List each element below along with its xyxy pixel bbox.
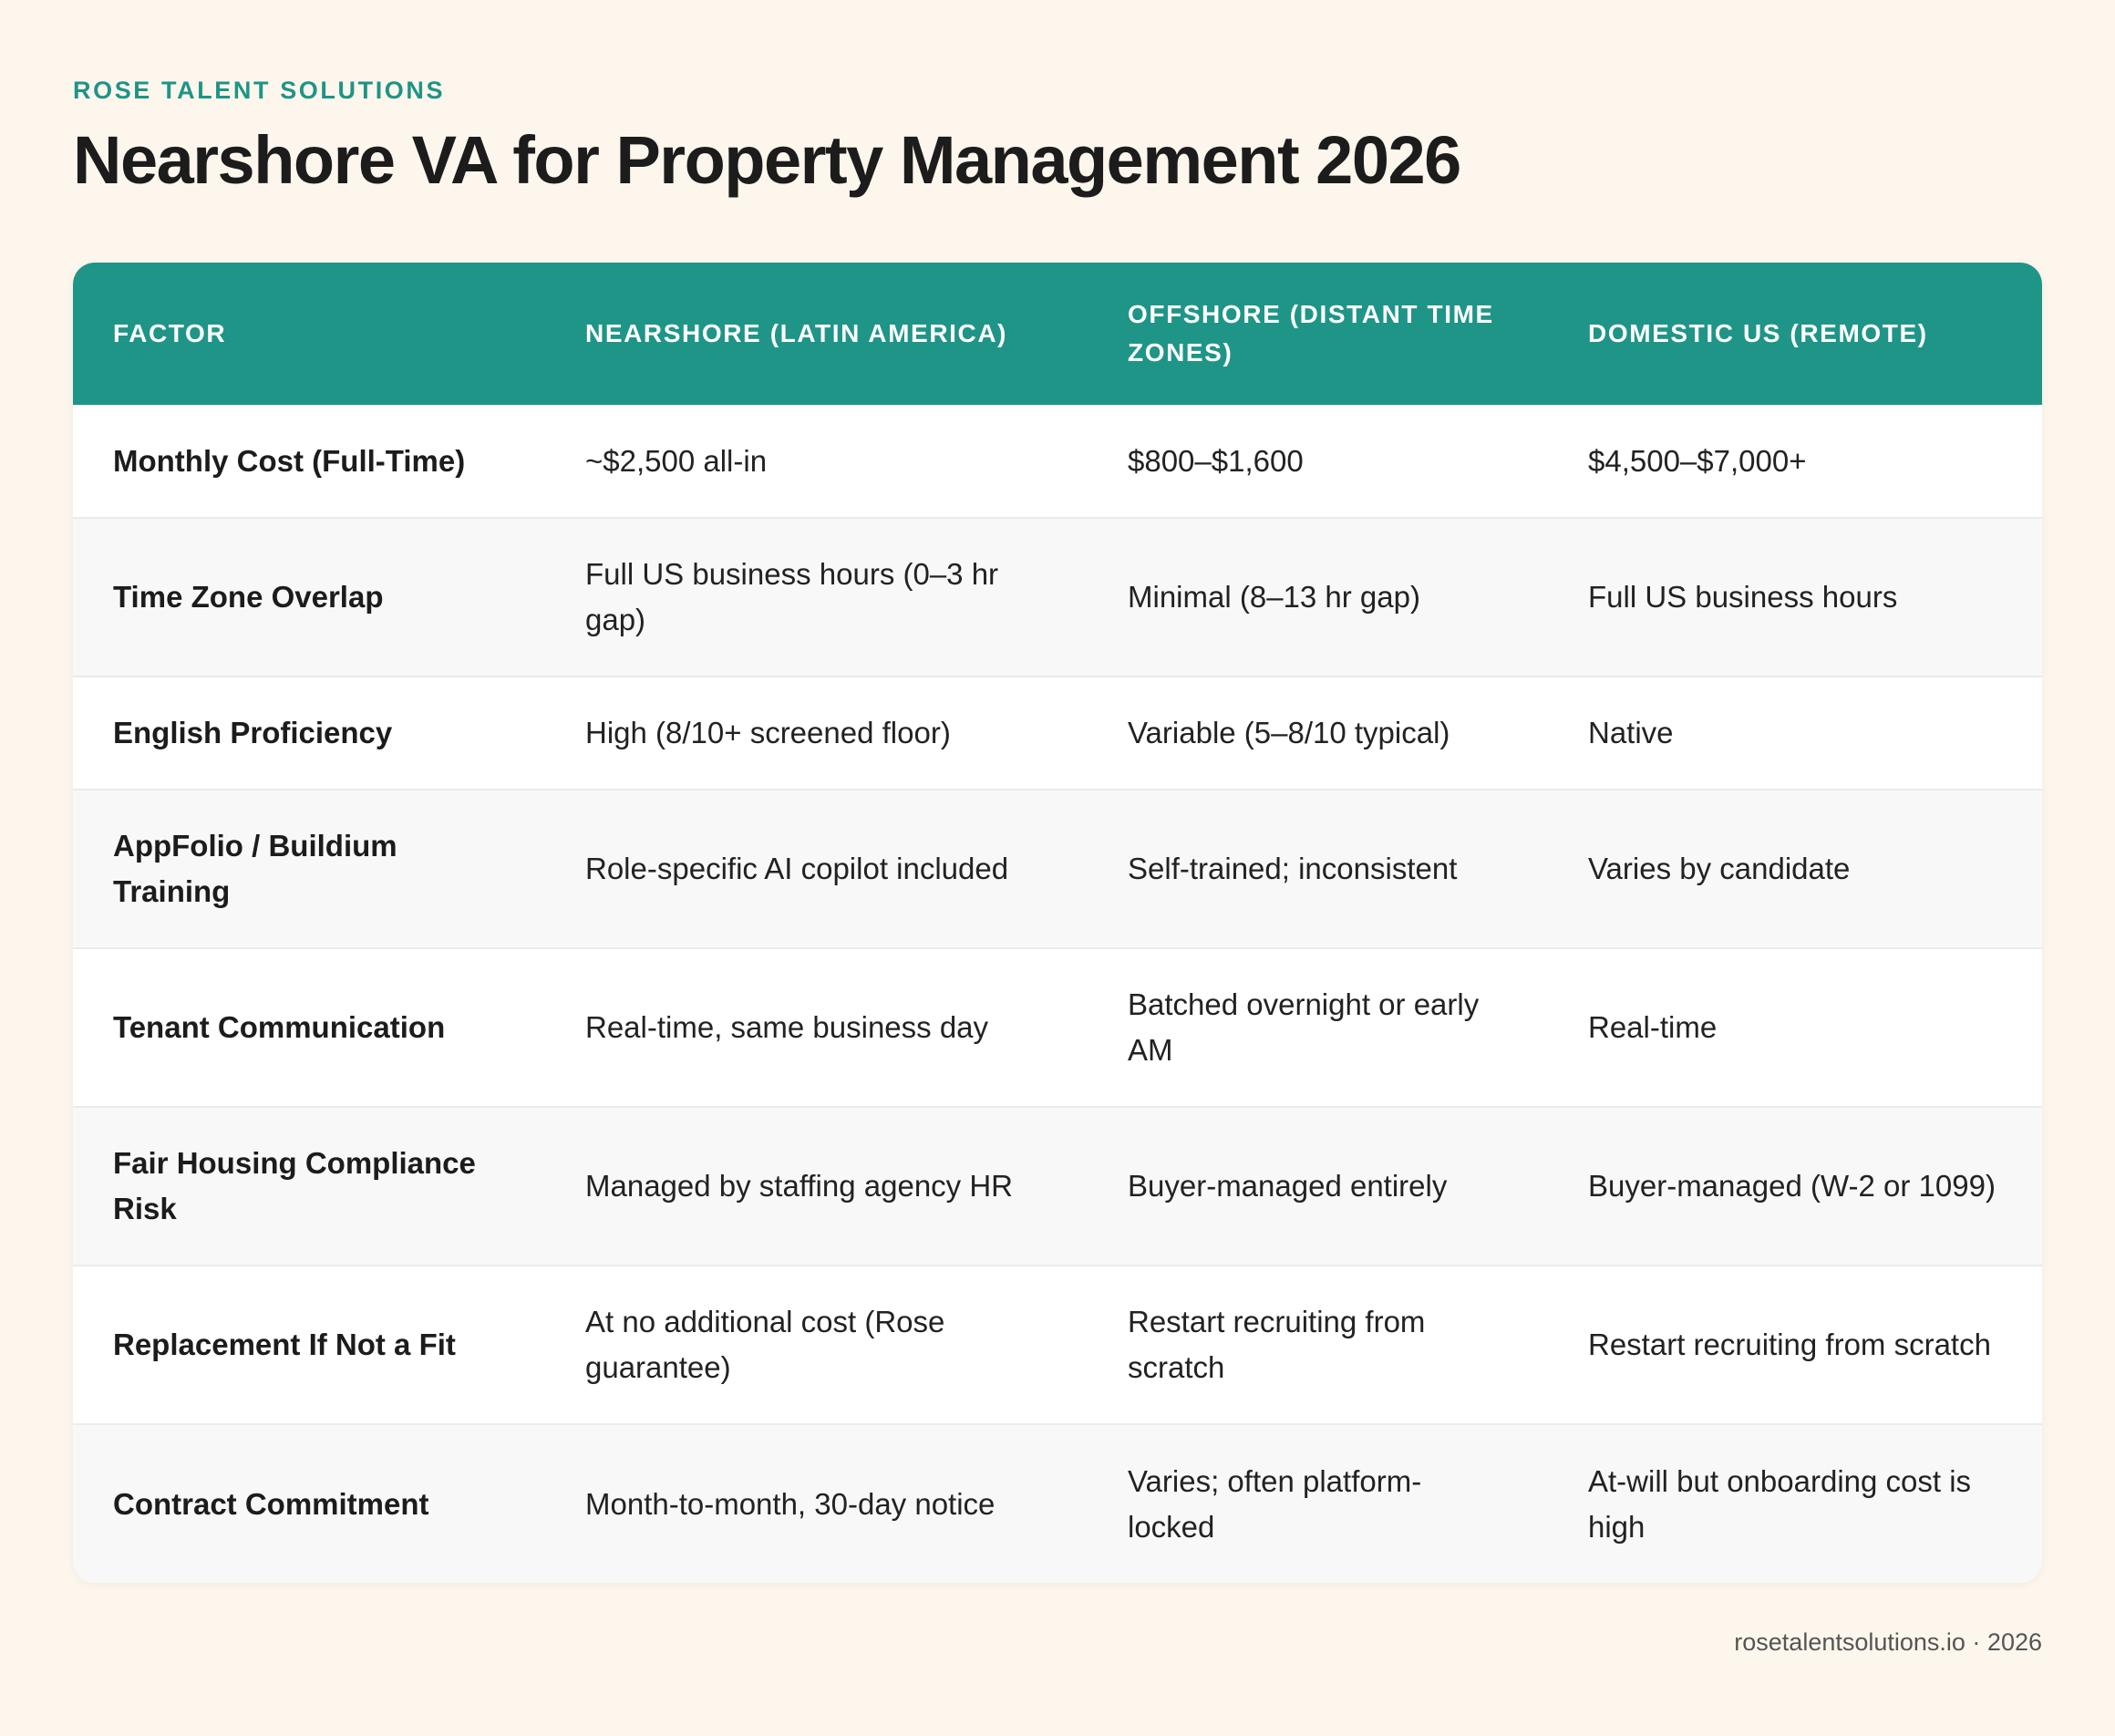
nearshore-cell: High (8/10+ screened floor) — [545, 676, 1088, 790]
table-row: Tenant Communication Real-time, same bus… — [73, 947, 2042, 1107]
offshore-cell: Buyer-managed entirely — [1088, 1106, 1548, 1266]
table-row: Fair Housing Compliance Risk Managed by … — [73, 1106, 2042, 1266]
table-row: Contract Commitment Month-to-month, 30-d… — [73, 1423, 2042, 1583]
factor-cell: Contract Commitment — [73, 1423, 545, 1583]
nearshore-cell: Full US business hours (0–3 hr gap) — [545, 517, 1088, 677]
domestic-cell: Real-time — [1548, 947, 2042, 1107]
offshore-cell: $800–$1,600 — [1128, 443, 1304, 478]
header-domestic: DOMESTIC US (REMOTE) — [1588, 319, 1928, 347]
domestic-cell: Full US business hours — [1548, 517, 2042, 677]
offshore-cell: Varies; often platform-locked — [1088, 1423, 1548, 1583]
factor-cell: AppFolio / Buildium Training — [73, 789, 545, 948]
brand-label: ROSE TALENT SOLUTIONS — [73, 77, 446, 104]
nearshore-cell: Role-specific AI copilot included — [545, 789, 1088, 948]
table-header-row: FACTOR NEARSHORE (LATIN AMERICA) OFFSHOR… — [73, 263, 2042, 405]
factor-cell: Tenant Communication — [73, 947, 545, 1107]
nearshore-cell: Real-time, same business day — [545, 947, 1088, 1107]
table-row: AppFolio / Buildium Training Role-specif… — [73, 789, 2042, 948]
offshore-cell: Minimal (8–13 hr gap) — [1088, 517, 1548, 677]
table-row: Replacement If Not a Fit At no additiona… — [73, 1265, 2042, 1424]
domestic-cell: Restart recruiting from scratch — [1548, 1265, 2042, 1424]
factor-cell: Replacement If Not a Fit — [73, 1265, 545, 1424]
factor-cell: English Proficiency — [73, 676, 545, 790]
nearshore-cell: Managed by staffing agency HR — [545, 1106, 1088, 1266]
table-row: English Proficiency High (8/10+ screened… — [73, 676, 2042, 790]
comparison-table: FACTOR NEARSHORE (LATIN AMERICA) OFFSHOR… — [73, 263, 2042, 1583]
domestic-cell: Varies by candidate — [1548, 789, 2042, 948]
domestic-cell: Native — [1548, 676, 2042, 790]
nearshore-cell: At no additional cost (Rose guarantee) — [545, 1265, 1088, 1424]
factor-cell: Monthly Cost (Full-Time) — [113, 443, 466, 478]
comparison-table-card: FACTOR NEARSHORE (LATIN AMERICA) OFFSHOR… — [73, 263, 2042, 1583]
nearshore-cell: ~$2,500 all-in — [585, 443, 768, 478]
nearshore-cell: Month-to-month, 30-day notice — [545, 1423, 1088, 1583]
footer-credit: rosetalentsolutions.io · 2026 — [1734, 1628, 2042, 1656]
header-offshore: OFFSHORE (DISTANT TIME ZONES) — [1128, 300, 1494, 367]
domestic-cell: Buyer-managed (W-2 or 1099) — [1548, 1106, 2042, 1266]
offshore-cell: Variable (5–8/10 typical) — [1088, 676, 1548, 790]
header-nearshore: NEARSHORE (LATIN AMERICA) — [585, 319, 1008, 347]
factor-cell: Fair Housing Compliance Risk — [73, 1106, 545, 1266]
domestic-cell: At-will but onboarding cost is high — [1548, 1423, 2042, 1583]
page-title: Nearshore VA for Property Management 202… — [73, 122, 1461, 198]
domestic-cell: $4,500–$7,000+ — [1588, 443, 1807, 478]
offshore-cell: Batched overnight or early AM — [1088, 947, 1548, 1107]
offshore-cell: Restart recruiting from scratch — [1088, 1265, 1548, 1424]
offshore-cell: Self-trained; inconsistent — [1088, 789, 1548, 948]
table-row: Time Zone Overlap Full US business hours… — [73, 517, 2042, 677]
factor-cell: Time Zone Overlap — [73, 517, 545, 677]
table-row: Monthly Cost (Full-Time) ~$2,500 all-in … — [73, 405, 2042, 518]
header-factor: FACTOR — [113, 319, 227, 347]
